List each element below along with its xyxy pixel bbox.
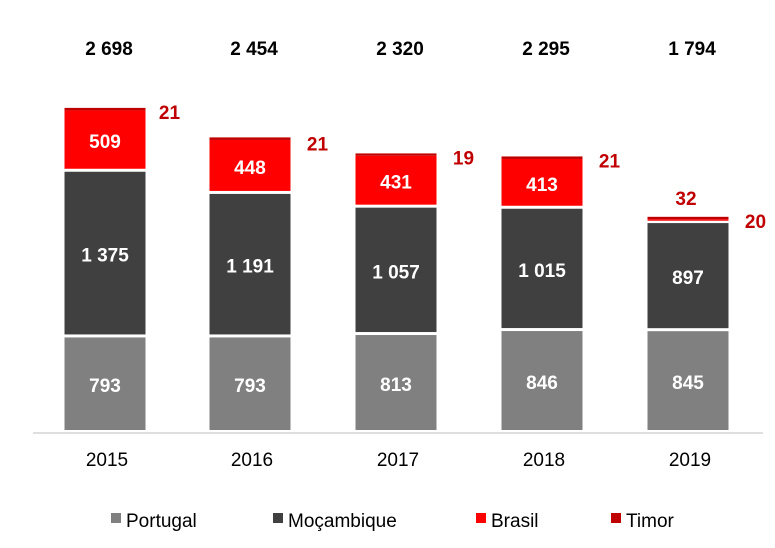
bar-segment-portugal-2016	[209, 337, 291, 430]
data-label-portugal-2016: 793	[234, 376, 266, 397]
bar-segment-brasil-2019	[647, 219, 729, 221]
legend-swatch-moambique	[273, 513, 283, 523]
total-label-2017: 2 320	[376, 39, 424, 60]
bar-segment-brasil-2016	[209, 139, 291, 191]
x-tick-label-2018: 2018	[523, 450, 565, 471]
bar-segment-brasil-2015	[64, 110, 146, 169]
legend-swatch-timor	[611, 513, 621, 523]
legend-label-portugal: Portugal	[126, 511, 197, 532]
data-label-moambique-2018: 1 015	[518, 261, 566, 282]
data-label-moambique-2019: 897	[672, 268, 704, 289]
x-tick-label-2019: 2019	[669, 450, 711, 471]
data-label-portugal-2019: 845	[672, 373, 704, 394]
bar-segment-moambique-2016	[209, 193, 291, 335]
total-label-2015: 2 698	[85, 39, 133, 60]
data-label-timor-2018: 21	[599, 151, 621, 172]
bar-segment-timor-2017	[355, 153, 437, 156]
data-label-brasil-2016: 448	[234, 158, 266, 179]
bar-segment-portugal-2015	[64, 337, 146, 430]
legend-swatch-portugal	[111, 513, 121, 523]
legend-label-brasil: Brasil	[491, 511, 539, 532]
bar-segment-moambique-2017	[355, 207, 437, 333]
data-label-portugal-2017: 813	[380, 375, 412, 396]
data-label-timor-2019: 20	[745, 212, 766, 233]
data-label-moambique-2015: 1 375	[81, 246, 129, 267]
total-label-2019: 1 794	[668, 39, 716, 60]
data-label-portugal-2015: 793	[89, 376, 121, 397]
bar-segment-portugal-2017	[355, 335, 437, 430]
data-label-portugal-2018: 846	[526, 373, 558, 394]
x-tick-label-2015: 2015	[86, 450, 128, 471]
bar-segment-moambique-2019	[647, 223, 729, 329]
bar-segment-brasil-2017	[355, 155, 437, 205]
bar-segment-timor-2015	[64, 107, 146, 111]
bar-segment-moambique-2018	[501, 208, 583, 329]
data-label-brasil-2015: 509	[89, 132, 121, 153]
total-label-2016: 2 454	[230, 39, 278, 60]
x-tick-label-2016: 2016	[231, 450, 273, 471]
bar-segment-timor-2019	[647, 216, 729, 220]
data-label-brasil-2019: 32	[675, 189, 696, 210]
legend-label-moambique: Moçambique	[288, 511, 397, 532]
bar-segment-moambique-2015	[64, 171, 146, 335]
x-tick-label-2017: 2017	[377, 450, 419, 471]
data-label-timor-2016: 21	[307, 134, 329, 155]
legend-swatch-brasil	[476, 513, 486, 523]
data-label-timor-2017: 19	[453, 148, 474, 169]
data-label-moambique-2017: 1 057	[372, 262, 420, 283]
total-label-2018: 2 295	[522, 39, 570, 60]
bar-segment-brasil-2018	[501, 158, 583, 206]
bar-segment-timor-2016	[209, 137, 291, 140]
bar-segment-timor-2018	[501, 156, 583, 159]
data-label-brasil-2017: 431	[380, 173, 412, 194]
data-label-moambique-2016: 1 191	[226, 257, 274, 278]
bar-segment-portugal-2018	[501, 331, 583, 430]
bar-segment-portugal-2019	[647, 331, 729, 430]
data-label-brasil-2018: 413	[526, 175, 558, 196]
legend-label-timor: Timor	[626, 511, 675, 532]
data-label-timor-2015: 21	[159, 103, 181, 124]
